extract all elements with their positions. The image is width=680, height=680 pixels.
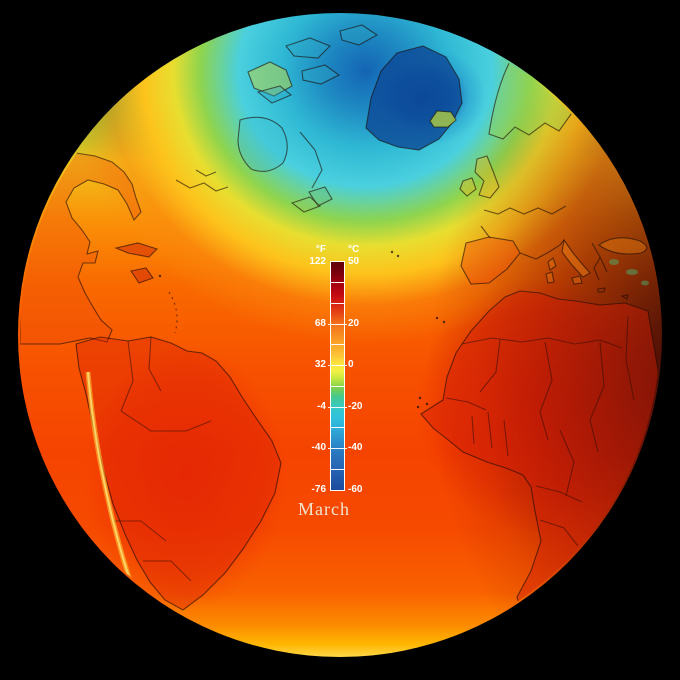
legend-tick-fahrenheit: -4 [317, 400, 326, 412]
legend-tick-celsius: 0 [348, 359, 354, 371]
great-lakes-outline [175, 169, 229, 192]
africa-country-borders [445, 315, 635, 547]
hispaniola-landmass [130, 267, 154, 284]
legend-tick-celsius: 50 [348, 255, 360, 267]
uk-landmass [474, 155, 500, 199]
legend-tick-fahrenheit: 68 [314, 317, 326, 329]
month-label: March [298, 499, 350, 519]
colorbar-segment-tick [331, 427, 344, 429]
south-america-country-borders [113, 336, 212, 582]
mediterranean-north-coastline [480, 225, 608, 281]
legend-tick-celsius: 20 [348, 317, 360, 329]
legend-tick-fahrenheit: -76 [311, 483, 326, 495]
colorbar-segment-tick [328, 406, 347, 408]
colorbar-segment-tick [331, 468, 344, 470]
black-sea-outline [598, 237, 648, 255]
legend-tick-fahrenheit: 32 [314, 359, 326, 371]
labrador-coastline [299, 131, 323, 189]
colorbar-segment-tick [331, 302, 344, 304]
colorbar-segment-tick [331, 282, 344, 284]
legend-tick-celsius: -20 [348, 400, 363, 412]
legend-tick-fahrenheit: -40 [311, 442, 326, 454]
south-america-landmass [75, 336, 282, 611]
legend-unit-fahrenheit-label: °F [315, 244, 326, 255]
atlantic-islands [158, 250, 446, 409]
colorbar-segment-tick [328, 323, 347, 325]
africa-landmass [420, 290, 659, 641]
temperature-legend: °F °C 122 50 68 20 32 0 -4 -20 -40 -40 -76 -60 [296, 242, 388, 504]
italy-landmass [561, 238, 591, 278]
iberia-landmass [460, 236, 521, 285]
lesser-antilles-arc [168, 291, 178, 334]
cuba-landmass [114, 242, 159, 258]
greenland-landmass [365, 45, 463, 151]
arctic-islands [256, 24, 379, 104]
legend-tick-fahrenheit: 122 [309, 255, 326, 267]
europe-north-coastline [483, 205, 567, 215]
coastlines-group [20, 24, 659, 641]
colorbar-segment-tick [331, 385, 344, 387]
turkey-highlands [609, 259, 649, 286]
colorbar-segment-tick [328, 365, 347, 367]
sicily-sardinia-corsica [545, 257, 583, 285]
legend-tick-celsius: -60 [348, 483, 363, 495]
colorbar-segment-tick [331, 344, 344, 346]
temperature-colorbar [328, 261, 347, 491]
legend-unit-celsius-label: °C [348, 244, 360, 255]
hudson-bay-outline [237, 116, 288, 172]
crete-cyprus-islands [597, 287, 629, 300]
ireland-landmass [459, 177, 477, 197]
colorbar-segment-tick [328, 448, 347, 450]
scandinavia-landmass [488, 32, 580, 140]
legend-tick-celsius: -40 [348, 442, 363, 454]
nova-scotia-landmass [290, 196, 322, 213]
iceland-landmass [429, 110, 457, 128]
